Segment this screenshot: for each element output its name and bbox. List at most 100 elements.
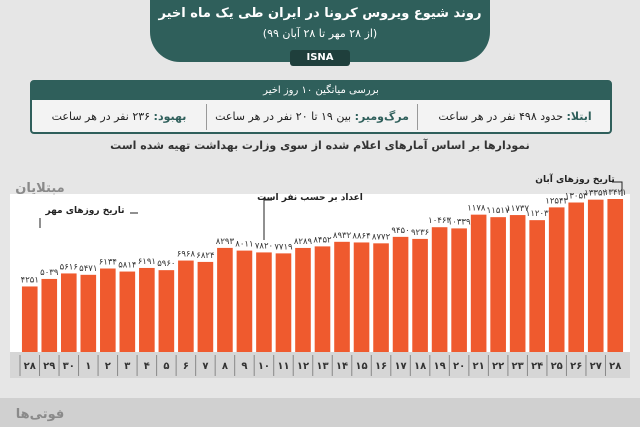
- value-label: ۵۴۷۱: [79, 264, 97, 274]
- subtitle: (از ۲۸ مهر تا ۲۸ آبان ۹۹): [262, 27, 378, 40]
- value-label: ۸۴۵۲: [313, 235, 332, 245]
- x-tick-label: ۱۰: [258, 361, 270, 372]
- x-tick-label: ۲۳: [512, 361, 524, 372]
- bar: [217, 247, 233, 352]
- value-label: ۱۰۳۳۹: [448, 217, 471, 227]
- bar: [529, 220, 545, 352]
- section-title: فوتی‌ها: [16, 407, 65, 422]
- value-label: ۸۹۳۲: [333, 231, 352, 241]
- bar: [509, 215, 526, 352]
- value-label: ۵۶۱۶: [60, 262, 78, 272]
- x-tick-label: ۲۰: [453, 361, 465, 372]
- value-label: ۸۸۶۴: [352, 231, 370, 241]
- bar: [295, 247, 311, 352]
- item-label: بهبود:: [153, 110, 187, 123]
- x-tick-label: ۱۵: [355, 361, 367, 372]
- chart-title: مبتلایان: [15, 181, 64, 196]
- note: نمودارها بر اساس آمارهای اعلام شده از سو…: [110, 139, 530, 152]
- bar: [139, 267, 155, 352]
- summary-item: مرگ‌ومیر: بین ۱۹ تا ۲۰ نفر در هر ساعت: [206, 104, 418, 130]
- bar: [256, 252, 272, 352]
- value-label: ۶۸۲۴: [196, 251, 214, 261]
- value-label: ۹۲۳۶: [411, 228, 429, 238]
- value-label: ۸۲۸۹: [294, 237, 313, 247]
- bar: [21, 286, 38, 352]
- bar: [334, 241, 350, 352]
- value-label: ۱۳۳۵۲: [584, 189, 607, 199]
- item-label: مرگ‌ومیر:: [354, 110, 409, 123]
- bar: [275, 253, 292, 352]
- bar: [412, 238, 428, 352]
- bar: [80, 274, 97, 352]
- x-tick-label: ۹: [241, 361, 247, 372]
- title: روند شیوع ویروس کرونا در ایران طی یک ماه…: [158, 6, 482, 21]
- brand: ISNA: [290, 50, 350, 66]
- x-tick-label: ۲۵: [551, 361, 563, 372]
- x-tick-label: ۱۲: [297, 361, 309, 372]
- bar: [353, 242, 370, 352]
- summary-item: ابتلا: حدود ۴۹۸ نفر در هر ساعت: [420, 104, 610, 130]
- x-tick-label: ۲۱: [473, 361, 485, 372]
- value-label: ۶۹۶۸: [177, 250, 196, 260]
- item-text: بین ۱۹ تا ۲۰ نفر در هر ساعت: [215, 110, 352, 123]
- x-tick-label: ۸: [222, 361, 228, 372]
- x-tick-label: ۱۷: [394, 361, 406, 372]
- value-label: ۵۰۳۹: [40, 268, 59, 278]
- value-label: ۵۸۱۴: [118, 261, 136, 271]
- value-label: ۱۱۲۰۳: [526, 209, 549, 219]
- x-axis-band: [10, 352, 630, 378]
- plot-area: [10, 194, 630, 352]
- x-tick-label: ۲۷: [590, 361, 602, 372]
- x-tick-label: ۳: [124, 361, 130, 372]
- annotation: اعداد بر حسب نفر است: [257, 193, 363, 203]
- bar: [431, 227, 448, 352]
- x-tick-label: ۱۶: [375, 361, 387, 372]
- summary-heading: بررسی میانگین ۱۰ روز اخیر: [32, 82, 610, 100]
- value-label: ۷۷۱۹: [274, 242, 293, 252]
- bar: [236, 250, 253, 352]
- annotation-arrow: [612, 181, 623, 196]
- value-label: ۹۴۵۰: [391, 226, 409, 236]
- x-tick-label: ۲۸: [609, 361, 621, 372]
- bar: [470, 214, 487, 352]
- item-label: ابتلا:: [566, 110, 592, 123]
- value-label: ۸۲۹۳: [216, 237, 235, 247]
- value-label: ۸۰۱۱: [235, 240, 253, 250]
- annotation: تاریخ روزهای مهر: [44, 206, 124, 216]
- bar: [451, 228, 467, 352]
- x-tick-label: ۶: [183, 361, 189, 372]
- x-tick-label: ۱: [85, 361, 91, 372]
- x-tick-label: ۲: [105, 361, 111, 372]
- x-tick-label: ۱۴: [336, 361, 348, 372]
- bar: [607, 199, 624, 352]
- summary-box: بررسی میانگین ۱۰ روز اخیر ابتلا: حدود ۴۹…: [30, 80, 612, 134]
- value-label: ۱۳۴۲۱: [604, 188, 627, 198]
- x-tick-label: ۱۹: [433, 361, 445, 372]
- value-label: ۶۱۳۴: [99, 257, 117, 267]
- value-label: ۴۲۵۱: [21, 275, 39, 285]
- x-tick-label: ۷: [202, 361, 208, 372]
- x-tick-label: ۲۲: [492, 361, 504, 372]
- x-tick-label: ۱۳: [316, 361, 328, 372]
- next-section: [0, 398, 640, 427]
- item-text: حدود ۴۹۸ نفر در هر ساعت: [438, 110, 564, 123]
- x-tick-label: ۴: [144, 361, 150, 372]
- summary-item: بهبود: ۲۳۶ نفر در هر ساعت: [32, 104, 206, 130]
- bar: [178, 260, 194, 352]
- x-tick-label: ۲۴: [531, 361, 543, 372]
- bar: [587, 199, 604, 352]
- value-label: ۸۷۷۲: [372, 232, 391, 242]
- bar: [314, 246, 331, 352]
- bar: [197, 261, 214, 352]
- value-label: ۷۸۲۰: [255, 241, 273, 251]
- x-tick-label: ۵: [163, 361, 169, 372]
- bar: [548, 207, 565, 352]
- bar: [100, 268, 116, 352]
- annotation-arrow: [39, 212, 138, 228]
- annotation-arrow: [263, 199, 272, 240]
- value-label: ۱۱۷۸۰: [467, 204, 490, 214]
- bar: [119, 271, 136, 352]
- value-label: ۱۰۴۶۳: [428, 216, 451, 226]
- bar: [490, 217, 506, 352]
